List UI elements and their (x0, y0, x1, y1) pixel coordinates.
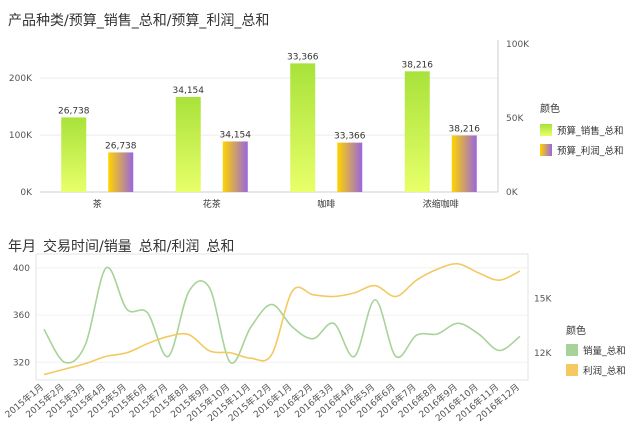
bar (61, 117, 87, 192)
plot-frame (35, 253, 529, 381)
bar (451, 135, 477, 192)
line-chart-title: 年月_交易时间/销量_总和/利润_总和 (8, 239, 235, 255)
legend-swatch (566, 364, 578, 376)
series-line (43, 266, 521, 364)
legend-swatch (540, 144, 552, 156)
right-axis-tick-label: 0K (506, 188, 519, 198)
bar (337, 142, 363, 192)
bar-data-label: 34,154 (220, 130, 252, 140)
legend-label: 预算_利润_总和 (557, 145, 624, 157)
left-axis-tick-label: 200K (9, 74, 33, 84)
bar (108, 152, 134, 192)
bar-data-label: 26,738 (58, 106, 90, 116)
line-chart-svg: 32036040012K15K2015年1月2015年2月2015年3月2015… (2, 253, 626, 424)
bar-data-label: 26,738 (105, 141, 137, 151)
legend-label: 利润_总和 (583, 365, 626, 377)
legend-title: 颜色 (566, 324, 586, 337)
legend-label: 预算_销售_总和 (557, 125, 624, 137)
right-axis-tick-label: 15K (534, 294, 552, 304)
legend-swatch (540, 124, 552, 136)
bar-data-label: 38,216 (402, 60, 434, 70)
bar (290, 63, 316, 192)
bar-data-label: 34,154 (173, 86, 205, 96)
bar (404, 71, 430, 192)
left-axis-tick-label: 0K (20, 188, 33, 198)
line-chart-panel: 年月_交易时间/销量_总和/利润_总和 320 360 400 12K 15K 2015年… (0, 222, 636, 444)
right-axis-tick-label: 100K (506, 40, 530, 50)
bar (175, 96, 201, 192)
left-axis-tick-label: 320 (13, 358, 30, 368)
left-axis-tick-label: 400 (13, 264, 30, 274)
series-line (43, 262, 521, 376)
legend-swatch (566, 344, 578, 356)
bar-chart-title: 产品种类/预算_销售_总和/预算_利润_总和 (8, 13, 270, 29)
legend-label: 销量_总和 (583, 345, 626, 357)
x-axis-category-label: 花茶 (203, 198, 221, 210)
left-axis-tick-label: 100K (9, 131, 33, 141)
x-axis-category-label: 咖啡 (317, 198, 335, 210)
bar-data-label: 33,366 (334, 132, 366, 142)
bar-chart-svg: 0K 100K 200K 0K 50K 100K 茶 26,738 26,738 花茶 34,154… (9, 40, 624, 210)
bar-data-label: 38,216 (449, 124, 481, 134)
bar (222, 141, 248, 192)
bar-data-label: 33,366 (287, 52, 319, 62)
right-axis-tick-label: 50K (506, 114, 524, 124)
x-axis-category-label: 茶 (93, 198, 102, 210)
right-axis-tick-label: 12K (534, 349, 552, 359)
bar-chart-panel: 产品种类/预算_销售_总和/预算_利润_总和 0K 100K 200K 0K 50K 10… (0, 0, 636, 220)
x-axis-category-label: 浓缩咖啡 (423, 198, 459, 210)
left-axis-tick-label: 360 (13, 311, 30, 321)
legend-title: 颜色 (540, 102, 560, 115)
